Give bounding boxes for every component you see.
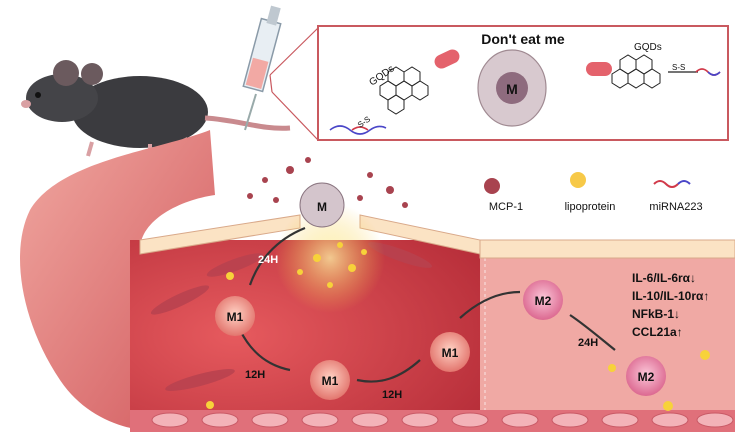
m1-label-c: M1 — [442, 346, 459, 360]
effect-line-3: NFkB-1↓ — [632, 307, 680, 321]
m1-label-b: M1 — [322, 374, 339, 388]
legend-icons — [484, 172, 691, 194]
effect-line-4: CCL21a↑ — [632, 325, 683, 339]
legend-lipoprotein: lipoprotein — [565, 201, 616, 213]
m2-cells — [523, 280, 666, 396]
syringe-illustration — [242, 5, 282, 131]
m2-label-b: M2 — [638, 370, 655, 384]
m1-label-a: M1 — [227, 310, 244, 324]
inset-panel — [317, 25, 729, 141]
tail-vessel-body — [20, 130, 215, 430]
effect-line-1: IL-6/IL-6rα↓ — [632, 271, 696, 285]
legend-mirna: miRNA223 — [649, 201, 702, 213]
time-12h-b: 12H — [382, 389, 402, 401]
transition-arrows — [239, 226, 616, 383]
inset-title: Don't eat me — [481, 31, 565, 47]
effect-line-2: IL-10/IL-10rα↑ — [632, 289, 709, 303]
gqd-label-right: GQDs — [634, 42, 662, 53]
m2-label-a: M2 — [535, 294, 552, 308]
macrophage-top-label: M — [317, 200, 327, 214]
mcp1-particles — [247, 157, 408, 208]
legend-mcp1: MCP-1 — [489, 201, 523, 213]
macrophage-top-cell — [299, 182, 345, 228]
inset-macrophage-label: M — [506, 81, 518, 97]
time-24h-a: 24H — [258, 254, 278, 266]
disulfide-label-right: S-S — [672, 63, 685, 72]
time-24h-b: 24H — [578, 337, 598, 349]
m1-cells — [215, 296, 470, 400]
time-12h-a: 12H — [245, 369, 265, 381]
